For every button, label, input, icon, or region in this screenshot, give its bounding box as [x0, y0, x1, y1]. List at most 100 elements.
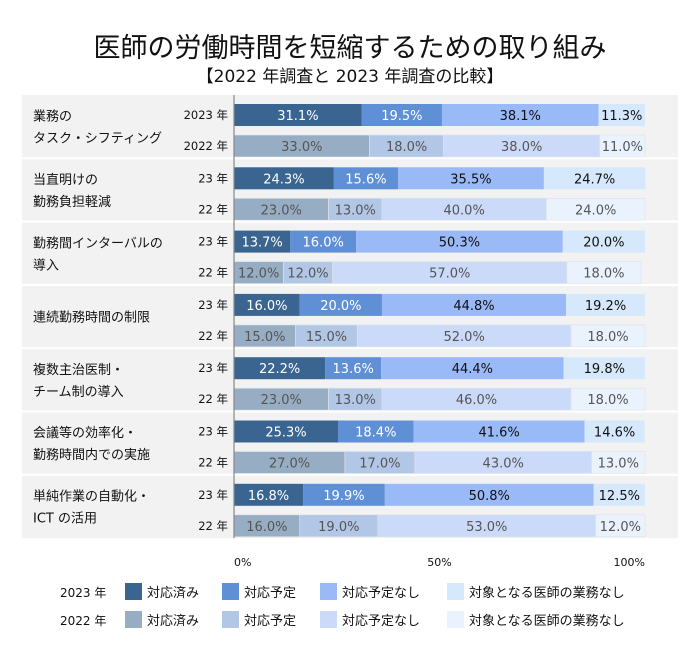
data-label: 27.0%	[269, 457, 310, 472]
bar-segment-2023	[584, 420, 645, 443]
data-label: 13.7%	[241, 236, 282, 251]
data-label: 13.0%	[335, 203, 376, 218]
year-label: 22 年	[198, 392, 228, 406]
bar-segment-2023	[593, 483, 645, 506]
bar-segment-2023	[333, 167, 398, 190]
data-label: 50.3%	[439, 236, 480, 251]
x-tick-label: 50%	[427, 556, 451, 569]
bar-segment-2023	[562, 230, 645, 253]
category-label: 連続勤務時間の制限	[33, 311, 150, 326]
year-label: 22 年	[198, 519, 228, 533]
x-tick-label: 100%	[614, 556, 645, 569]
legend-swatch	[125, 611, 142, 628]
bar-segment-2023	[234, 357, 326, 380]
data-label: 16.0%	[303, 236, 344, 251]
bar-segment-2023	[337, 420, 414, 443]
group-separator	[22, 410, 678, 413]
data-label: 41.6%	[478, 426, 519, 441]
data-label: 18.0%	[587, 330, 628, 345]
bar-segment-2023	[384, 483, 594, 506]
legend-label: 対象となる医師の業務なし	[469, 613, 625, 629]
x-tick-label: 0%	[234, 556, 251, 569]
data-label: 18.0%	[386, 140, 427, 155]
bar-segment-2023	[299, 293, 382, 316]
year-label: 22 年	[198, 266, 228, 280]
data-label: 24.0%	[575, 203, 616, 218]
legend-swatch	[320, 583, 337, 600]
bar-segment-2023	[381, 293, 567, 316]
data-label: 38.1%	[500, 109, 541, 124]
category-label: 会議等の効率化・	[33, 425, 137, 441]
data-label: 33.0%	[281, 140, 322, 155]
year-label: 22 年	[198, 202, 228, 216]
data-label: 31.1%	[277, 109, 318, 124]
data-label: 13.6%	[333, 362, 374, 377]
data-label: 19.5%	[381, 109, 422, 124]
data-label: 38.0%	[501, 140, 542, 155]
legend-swatch	[222, 611, 239, 628]
data-label: 43.0%	[483, 457, 524, 472]
category-label: 当直明けの	[33, 173, 98, 188]
bar-segment-2023	[598, 104, 645, 126]
bar-segment-2023	[234, 167, 334, 190]
data-label: 24.7%	[574, 172, 615, 187]
bar-segment-2023	[234, 293, 300, 316]
data-label: 24.3%	[263, 172, 304, 187]
group-separator	[22, 473, 678, 476]
legend-year-label: 2023 年	[60, 586, 106, 600]
year-label: 22 年	[198, 329, 228, 343]
legend-year-label: 2022 年	[60, 614, 106, 628]
group-separator	[22, 220, 678, 223]
data-label: 11.3%	[601, 109, 642, 124]
data-label: 16.0%	[246, 520, 287, 535]
legend-swatch	[222, 583, 239, 600]
data-label: 44.4%	[452, 362, 493, 377]
data-label: 53.0%	[466, 520, 507, 535]
data-label: 50.8%	[469, 489, 510, 504]
bar-segment-2023	[234, 483, 304, 506]
bar-segment-2022	[591, 451, 646, 474]
bar-segment-2022	[546, 197, 646, 221]
bar-segment-2023	[543, 167, 646, 190]
data-label: 13.0%	[335, 393, 376, 408]
data-label: 19.0%	[318, 520, 359, 535]
bar-segment-2023	[234, 104, 362, 126]
data-label: 13.0%	[598, 457, 639, 472]
data-label: 23.0%	[261, 393, 302, 408]
year-label: 23 年	[198, 488, 228, 502]
data-label: 20.0%	[583, 236, 624, 251]
legend-label: 対応済み	[147, 585, 199, 601]
legend-label: 対応予定なし	[342, 586, 420, 601]
year-label: 23 年	[198, 425, 228, 439]
bar-segment-2022	[570, 324, 646, 348]
data-label: 40.0%	[444, 203, 485, 218]
legend-swatch	[447, 611, 464, 628]
bar-segment-2023	[356, 230, 563, 253]
year-label: 23 年	[198, 361, 228, 375]
bar-segment-2023	[234, 230, 291, 253]
bar-segment-2022	[599, 134, 646, 158]
data-label: 20.0%	[320, 299, 361, 314]
bar-segment-2022	[566, 261, 642, 284]
data-label: 18.4%	[355, 426, 396, 441]
legend-swatch	[320, 611, 337, 628]
bar-segment-2023	[566, 293, 645, 316]
category-label: 単純作業の自動化・	[33, 488, 150, 504]
category-label: 勤務間インターバルの	[33, 236, 163, 251]
category-label: 複数主治医制・	[33, 362, 124, 378]
category-label: 勤務時間内での実施	[33, 447, 150, 463]
data-label: 19.8%	[584, 362, 625, 377]
data-label: 44.8%	[453, 299, 494, 314]
legend-swatch	[125, 583, 142, 600]
data-label: 22.2%	[259, 362, 300, 377]
category-label: 勤務負担軽減	[33, 194, 111, 210]
data-label: 12.5%	[599, 489, 640, 504]
data-label: 19.2%	[585, 299, 626, 314]
bar-segment-2022	[570, 387, 646, 411]
legend-label: 対応予定なし	[342, 614, 420, 629]
category-label: ICT の活用	[33, 511, 97, 526]
data-label: 12.0%	[238, 267, 279, 282]
data-label: 14.6%	[594, 426, 635, 441]
data-label: 15.0%	[244, 330, 285, 345]
